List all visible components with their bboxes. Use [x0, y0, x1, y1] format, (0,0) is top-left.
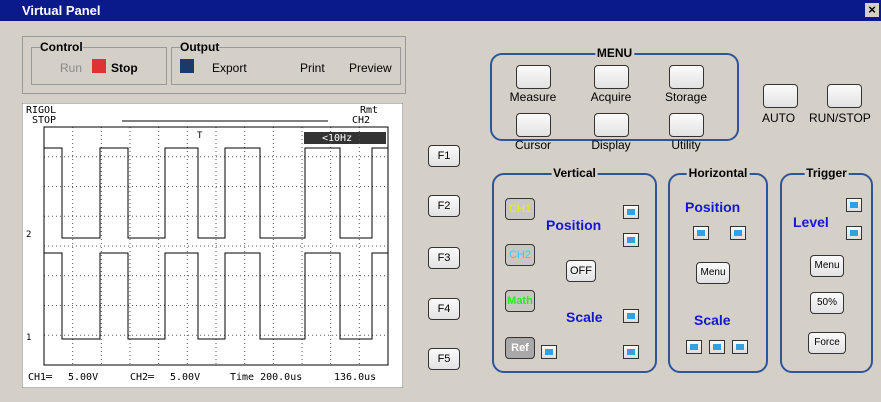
trigger-source: CH2	[352, 115, 370, 126]
ch2-scale: 5.00V	[170, 372, 200, 383]
ch1-label: CH1═	[28, 372, 53, 383]
menu-label: Storage	[665, 90, 707, 104]
right-arrow[interactable]	[732, 340, 748, 354]
auto-button[interactable]	[763, 84, 798, 108]
close-button[interactable]: ×	[865, 3, 879, 17]
scale-label: Scale	[694, 312, 731, 328]
ch1-marker: 1	[26, 333, 31, 343]
stop-icon	[92, 59, 106, 73]
menu-button[interactable]	[516, 113, 551, 137]
timebase: Time 200.0us	[230, 372, 302, 383]
auto-label: AUTO	[762, 111, 795, 125]
menu-label: Acquire	[591, 90, 632, 104]
scale-label: Scale	[566, 309, 603, 325]
stop-button[interactable]: Stop	[111, 61, 138, 75]
menu-button[interactable]	[594, 65, 629, 89]
trigger-marker: T	[197, 131, 203, 141]
softkey-button[interactable]: F2	[428, 195, 460, 217]
ch2-button[interactable]: CH2	[505, 244, 535, 266]
menu-button[interactable]	[594, 113, 629, 137]
position-label: Position	[685, 199, 740, 215]
menu-label: Measure	[510, 90, 557, 104]
menu-label: Cursor	[515, 138, 551, 152]
softkey-button[interactable]: F1	[428, 145, 460, 167]
menu-button[interactable]	[669, 113, 704, 137]
softkey-button[interactable]: F3	[428, 247, 460, 269]
level-label: Level	[793, 214, 829, 230]
force-button[interactable]: Force	[808, 332, 846, 354]
control-group: Control Run Stop	[31, 47, 167, 85]
down-arrow[interactable]	[623, 233, 639, 247]
menu-label: Utility	[671, 138, 700, 152]
push-button[interactable]	[541, 345, 557, 359]
up-arrow[interactable]	[846, 198, 862, 212]
group-title: Vertical	[551, 166, 598, 180]
math-button[interactable]: Math	[505, 290, 535, 312]
virtual-panel: Virtual Panel × Control Run Stop Output …	[0, 0, 881, 402]
print-button[interactable]: Print	[300, 61, 325, 75]
left-arrow[interactable]	[686, 340, 702, 354]
group-title: Trigger	[804, 166, 849, 180]
group-label: Output	[180, 40, 219, 54]
right-arrow[interactable]	[730, 226, 746, 240]
frequency: <10Hz	[322, 133, 352, 144]
left-arrow[interactable]	[693, 226, 709, 240]
softkey-button[interactable]: F5	[428, 348, 460, 370]
ch2-marker: 2	[26, 230, 31, 240]
ch2-label: CH2═	[130, 372, 155, 383]
group-label: Control	[40, 40, 83, 54]
down-arrow[interactable]	[846, 226, 862, 240]
ch1-scale: 5.00V	[68, 372, 98, 383]
ref-button[interactable]: Ref	[505, 337, 535, 359]
softkey-button[interactable]: F4	[428, 298, 460, 320]
menu-button[interactable]	[516, 65, 551, 89]
run-button[interactable]: Run	[60, 61, 82, 75]
position-label: Position	[546, 217, 601, 233]
group-title: MENU	[595, 46, 634, 60]
menu-button[interactable]: Menu	[696, 262, 730, 284]
status: STOP	[32, 115, 56, 126]
export-button[interactable]: Export	[212, 61, 247, 75]
run-stop-button[interactable]	[827, 84, 862, 108]
run-stop-label: RUN/STOP	[809, 111, 871, 125]
title-bar: Virtual Panel ×	[0, 0, 881, 21]
offset: 136.0us	[334, 372, 376, 383]
off-button[interactable]: OFF	[566, 260, 596, 282]
push-button[interactable]	[709, 340, 725, 354]
trigger-menu-button[interactable]: Menu	[810, 255, 844, 277]
ch1-button[interactable]: CH1	[505, 198, 535, 220]
up-arrow[interactable]	[623, 309, 639, 323]
window-title: Virtual Panel	[22, 3, 101, 18]
export-icon	[180, 59, 194, 73]
scope-screen: RIGOL STOP Rmt CH2 <10Hz T 2 1 CH1═ 5.00…	[22, 103, 403, 388]
toolbar: Control Run Stop Output Export Print Pre…	[22, 36, 406, 94]
menu-label: Display	[591, 138, 630, 152]
down-arrow[interactable]	[623, 345, 639, 359]
preview-button[interactable]: Preview	[349, 61, 392, 75]
menu-button[interactable]	[669, 65, 704, 89]
up-arrow[interactable]	[623, 205, 639, 219]
output-group: Output Export Print Preview	[171, 47, 401, 85]
fifty-percent-button[interactable]: 50%	[810, 292, 844, 314]
group-title: Horizontal	[687, 166, 750, 180]
